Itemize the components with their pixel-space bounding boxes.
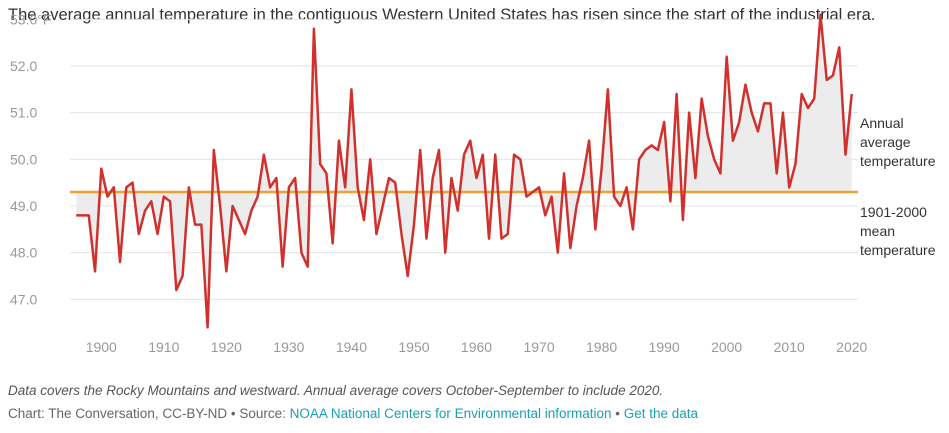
line-chart: 53.0°F52.051.050.049.048.047.0 1900 1910 1…: [10, 11, 936, 355]
x-tick-label: 1900: [86, 339, 117, 355]
y-tick-label: 50.0: [10, 151, 37, 167]
credit-line: Chart: The Conversation, CC-BY-ND • Sour…: [8, 406, 698, 421]
credit-separator: •: [611, 406, 624, 421]
mean-label-line: temperature: [860, 242, 936, 258]
x-tick-label: 2000: [711, 339, 742, 355]
annual-label-line: temperature: [860, 153, 936, 169]
x-tick-label: 1970: [523, 339, 554, 355]
source-link[interactable]: NOAA National Centers for Environmental …: [289, 406, 612, 421]
x-tick-label: 2020: [836, 339, 867, 355]
mean-label-line: 1901-2000: [860, 204, 927, 220]
x-tick-label: 1910: [148, 339, 179, 355]
x-tick-label: 1950: [398, 339, 429, 355]
x-axis-ticks: 1900 1910 1920 1930 1940 1950 1960 1970 1980 1990…: [86, 339, 868, 355]
footnote: Data covers the Rocky Mountains and west…: [8, 383, 664, 398]
x-tick-label: 1940: [336, 339, 367, 355]
x-tick-label: 1920: [211, 339, 242, 355]
mean-label-line: mean: [860, 223, 895, 239]
x-tick-label: 1990: [649, 339, 680, 355]
y-tick-label: 48.0: [10, 245, 37, 261]
y-tick-label: 51.0: [10, 105, 37, 121]
annual-temperature-line: [76, 13, 853, 329]
y-axis-ticks: 53.0°F 52.0 51.0 50.0 49.0 48.0 47.0: [10, 11, 51, 307]
x-tick-label: 2010: [774, 339, 805, 355]
mean-temperature-label: 1901-2000 mean temperature: [860, 204, 936, 258]
get-data-link[interactable]: Get the data: [623, 406, 699, 421]
y-tick-label: 52.0: [10, 58, 37, 74]
x-tick-label: 1960: [461, 339, 492, 355]
y-tick-label: 53.0°F: [10, 11, 51, 27]
annual-average-label: Annual average temperature: [860, 115, 936, 169]
y-tick-label: 49.0: [10, 198, 37, 214]
difference-area: [76, 14, 852, 328]
y-tick-label: 47.0: [10, 291, 37, 307]
x-tick-label: 1930: [273, 339, 304, 355]
annual-label-line: Annual: [860, 115, 904, 131]
annual-label-line: average: [860, 134, 911, 150]
x-tick-label: 1980: [586, 339, 617, 355]
credit-prefix: Chart: The Conversation, CC-BY-ND • Sour…: [8, 406, 290, 421]
